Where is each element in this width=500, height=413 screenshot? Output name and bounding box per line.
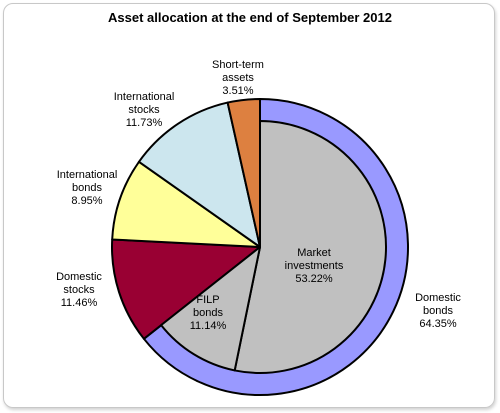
label-international-stocks: International stocks 11.73% <box>114 91 175 129</box>
slice-filp-bonds <box>160 246 261 372</box>
slice-international-bonds <box>111 160 261 248</box>
slice-domestic-stocks <box>111 238 261 340</box>
label-domestic-bonds: Domestic bonds 64.35% <box>415 292 461 330</box>
label-domestic-stocks: Domestic stocks 11.46% <box>56 271 102 309</box>
label-market-investments: Market investments 53.22% <box>285 247 344 285</box>
label-short-term-assets: Short-term assets 3.51% <box>212 59 264 97</box>
label-filp-bonds: FILP bonds 11.14% <box>190 294 227 332</box>
label-international-bonds: International bonds 8.95% <box>57 169 118 207</box>
slice-short-term-assets <box>226 98 261 248</box>
chart-frame <box>3 3 495 408</box>
slice-international-stocks <box>137 101 261 248</box>
slice-market-investments <box>233 120 387 374</box>
chart-title: Asset allocation at the end of September… <box>108 10 392 25</box>
